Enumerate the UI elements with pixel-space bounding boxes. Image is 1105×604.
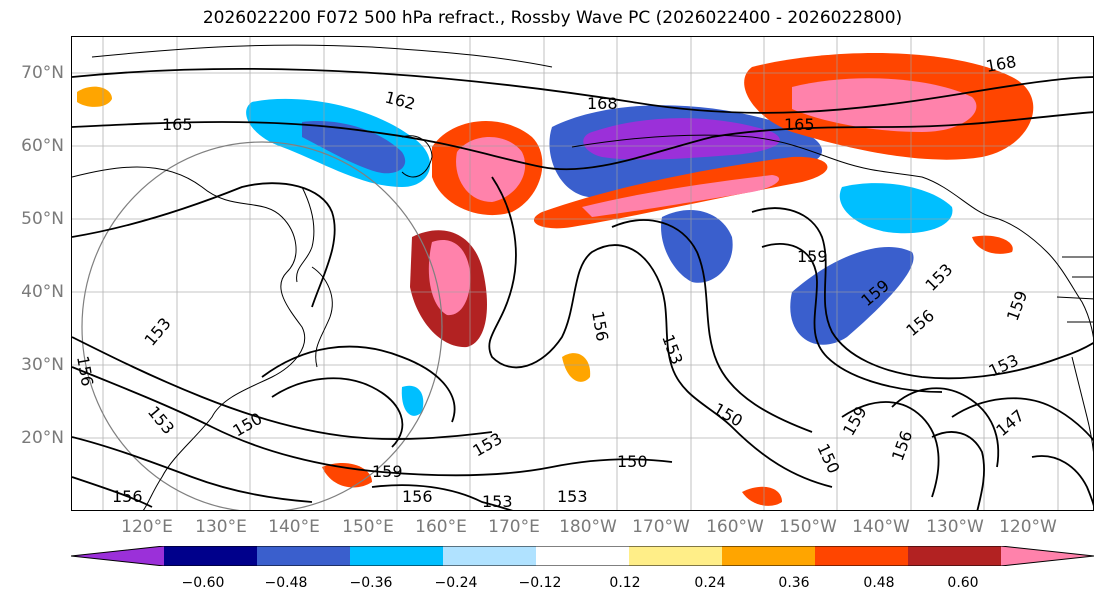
lat-label: 60°N [21, 136, 64, 156]
positive-anomaly-small1 [77, 86, 112, 107]
lat-label: 50°N [21, 209, 64, 229]
colorbar-tick-label: −0.36 [349, 575, 393, 591]
colorbar-segment [443, 546, 537, 566]
negative-anomaly-east3 [839, 183, 953, 234]
chart-title: 2026022200 F072 500 hPa refract., Rossby… [202, 8, 903, 28]
map-canvas: 162 165 168 168 165 159 159 159 156 153 … [72, 37, 1093, 511]
colorbar-segment [1001, 546, 1094, 566]
contour-label: 159 [797, 247, 828, 266]
contour-label: 159 [1003, 288, 1031, 323]
colorbar-segment [164, 546, 258, 566]
lon-label: 160°E [415, 517, 467, 537]
lon-label: 170°E [488, 517, 540, 537]
lon-label: 120°E [121, 517, 173, 537]
height-contours [72, 67, 1093, 510]
colorbar-segment [536, 546, 630, 566]
contour-label: 153 [557, 487, 588, 506]
lon-label: 150°W [779, 517, 837, 537]
lon-label: 160°W [706, 517, 764, 537]
positive-anomaly-gulf-core [582, 175, 780, 217]
contour-label: 156 [112, 487, 143, 506]
colorbar-segment [629, 546, 723, 566]
lat-label: 40°N [21, 282, 64, 302]
colorbar-segment [722, 546, 816, 566]
contour-label: 153 [482, 492, 513, 511]
contour-label: 156 [888, 428, 916, 463]
contour-label: 156 [588, 309, 612, 342]
contour-label: 153 [658, 332, 686, 367]
contour-label: 162 [383, 88, 417, 114]
colorbar-tick-label: 0.36 [778, 575, 810, 591]
contour-label: 150 [710, 399, 746, 431]
positive-anomaly-small2 [562, 353, 591, 382]
contour-label: 150 [230, 409, 266, 441]
negative-anomaly-east1 [661, 209, 733, 283]
positive-anomaly-small4 [742, 486, 782, 506]
colorbar-segment [257, 546, 351, 566]
colorbar-segment [350, 546, 444, 566]
contour-label: 150 [617, 452, 648, 471]
negative-anomaly-alaska-core [583, 118, 780, 160]
contour-label: 159 [839, 403, 871, 439]
lon-label: 130°W [926, 517, 984, 537]
colorbar-tick-label: 0.48 [863, 575, 895, 591]
contour-label: 168 [984, 52, 1017, 76]
colorbar-tick-label: 0.60 [947, 575, 979, 591]
negative-anomaly-small6 [401, 385, 424, 416]
contour-label: 168 [587, 94, 618, 113]
contour-label: 153 [921, 260, 956, 295]
colorbar-tick-label: 0.24 [694, 575, 726, 591]
contour-label: 156 [73, 354, 97, 387]
lon-label: 140°E [268, 517, 320, 537]
colorbar-segment [71, 546, 164, 566]
colorbar-tick-label: 0.12 [609, 575, 641, 591]
range-circle [81, 141, 443, 510]
colorbar-tick-label: −0.24 [434, 575, 478, 591]
contour-label: 156 [402, 487, 433, 506]
contour-label: 165 [162, 115, 193, 134]
lon-label: 140°W [852, 517, 910, 537]
lon-label: 180°W [559, 517, 617, 537]
positive-anomaly-small5 [972, 235, 1013, 254]
lon-label: 130°E [195, 517, 247, 537]
lon-label: 150°E [342, 517, 394, 537]
lat-label: 20°N [21, 428, 64, 448]
colorbar-tick-label: −0.48 [264, 575, 308, 591]
contour-label: 147 [992, 406, 1028, 440]
negative-anomaly-kamchatka-core [302, 121, 406, 174]
positive-anomaly-bering-core [456, 137, 526, 202]
map-panel: 162 165 168 168 165 159 159 159 156 153 … [71, 36, 1094, 511]
colorbar-segment [908, 546, 1002, 566]
colorbar [71, 546, 1094, 566]
contour-label: 165 [784, 115, 815, 134]
contour-label: 153 [986, 350, 1022, 380]
positive-anomaly-small3 [322, 462, 372, 488]
lat-label: 30°N [21, 355, 64, 375]
contour-label: 159 [372, 462, 403, 481]
colorbar-segment [815, 546, 909, 566]
colorbar-tick-label: −0.60 [181, 575, 225, 591]
contour-label: 153 [141, 314, 175, 350]
graticule [72, 37, 1093, 510]
lon-label: 170°W [632, 517, 690, 537]
coastlines [72, 44, 1093, 510]
lat-label: 70°N [21, 63, 64, 83]
lon-label: 120°W [999, 517, 1057, 537]
negative-anomaly-east2 [790, 246, 914, 345]
contour-label: 156 [902, 306, 938, 340]
contour-label: 153 [144, 402, 178, 438]
colorbar-tick-label: −0.12 [518, 575, 562, 591]
contour-label: 150 [813, 441, 843, 477]
